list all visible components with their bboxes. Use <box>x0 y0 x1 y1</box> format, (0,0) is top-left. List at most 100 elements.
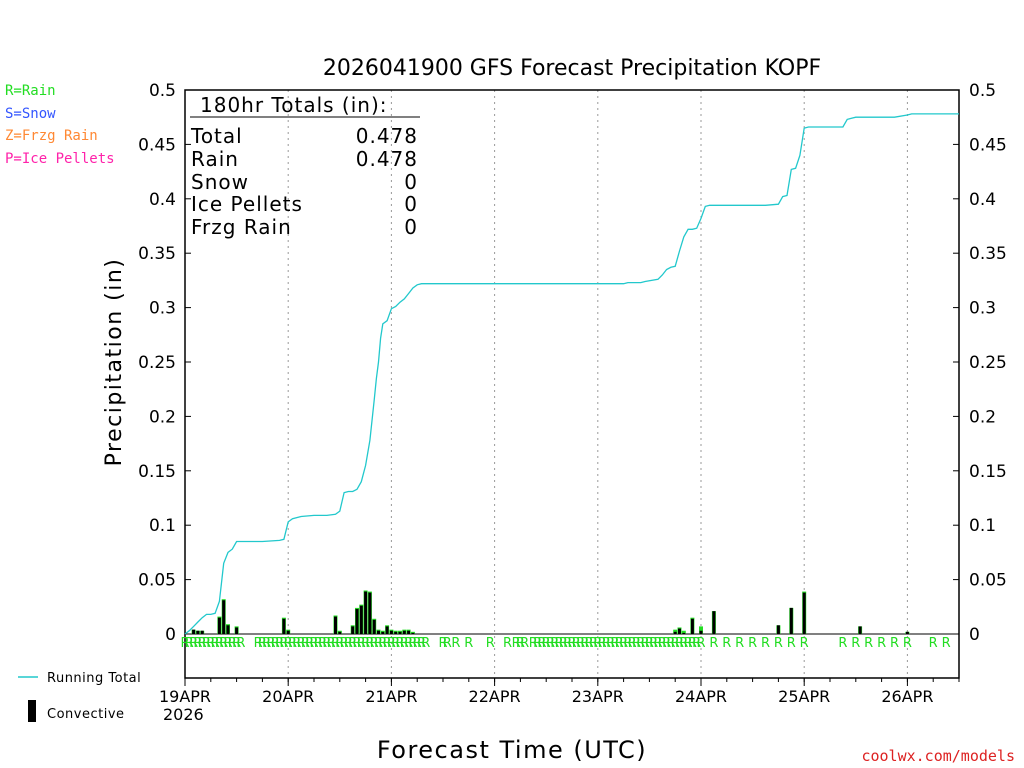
rain-marker: R <box>589 636 598 651</box>
convective-bar <box>678 628 681 634</box>
rain-marker: R <box>438 636 447 651</box>
convective-swatch <box>28 700 36 722</box>
rain-marker: R <box>344 636 353 651</box>
rain-marker: R <box>598 636 607 651</box>
convective-bar <box>381 631 385 634</box>
rain-marker: R <box>378 636 387 651</box>
rain-marker: R <box>774 636 783 651</box>
totals-total-value: 0.478 <box>356 124 418 148</box>
convective-bar <box>905 631 909 634</box>
y-tick-label-right: 0.45 <box>969 135 1007 155</box>
rain-marker: R <box>533 636 542 651</box>
totals-ice-value: 0 <box>404 192 418 216</box>
y-tick-label-right: 0.3 <box>969 299 996 319</box>
y-tick-label-right: 0.1 <box>969 516 996 536</box>
rain-marker: R <box>284 636 293 651</box>
rain-marker: R <box>942 636 951 651</box>
y-tick-label-right: 0.05 <box>969 571 1007 591</box>
rain-marker: R <box>602 636 611 651</box>
rain-marker: R <box>189 636 198 651</box>
rain-marker: R <box>645 636 654 651</box>
rain-marker: R <box>202 636 211 651</box>
rain-marker: R <box>258 636 267 651</box>
rain-marker: R <box>550 636 559 651</box>
convective-bar <box>389 630 393 634</box>
rain-marker: R <box>610 636 619 651</box>
y-tick-label-right: 0.15 <box>969 462 1007 482</box>
convective-bar <box>364 591 368 634</box>
rain-marker: R <box>331 636 340 651</box>
x-tick-label: 22APR <box>469 687 521 706</box>
rain-marker: R <box>929 636 938 651</box>
convective-bar <box>398 631 402 634</box>
rain-marker: R <box>211 636 220 651</box>
legend-frzg-rain: Z=Frzg Rain <box>5 128 98 144</box>
totals-ice-label: Ice Pellets <box>191 192 303 216</box>
rain-marker: R <box>688 636 697 651</box>
rain-marker: R <box>623 636 632 651</box>
y-tick-label-left: 0.1 <box>149 516 176 536</box>
rain-marker: R <box>671 636 680 651</box>
convective-bar <box>411 632 415 634</box>
bottom-legend: Running Total Convective <box>18 671 141 722</box>
rain-marker: R <box>572 636 581 651</box>
totals-frzg-value: 0 <box>404 215 418 239</box>
rain-marker: R <box>309 636 318 651</box>
rain-marker: R <box>318 636 327 651</box>
precip-bars <box>191 590 910 634</box>
chart-title: 2026041900 GFS Forecast Precipitation KO… <box>323 56 821 81</box>
y-tick-label-right: 0.25 <box>969 353 1007 373</box>
rain-marker: R <box>279 636 288 651</box>
convective-bar <box>776 625 780 634</box>
convective-bar <box>338 631 342 634</box>
rain-marker: R <box>890 636 899 651</box>
rain-marker: R <box>800 636 809 651</box>
totals-rain-value: 0.478 <box>356 147 418 171</box>
rain-marker: R <box>361 636 370 651</box>
x-tick-label: 25APR <box>778 687 830 706</box>
running-total-legend-label: Running Total <box>47 671 141 686</box>
rain-marker: R <box>413 636 422 651</box>
credit-text: coolwx.com/models <box>861 747 1015 765</box>
convective-bar <box>192 629 196 634</box>
rain-marker: R <box>864 636 873 651</box>
rain-marker: R <box>735 636 744 651</box>
convective-legend-label: Convective <box>47 707 125 722</box>
rain-marker: R <box>567 636 576 651</box>
legend-rain: R=Rain <box>5 83 56 99</box>
convective-bar <box>407 630 411 634</box>
x-axis-ticks: 19APR 20APR 21APR 22APR 23APR 24APR 25APR 26APR <box>159 678 960 706</box>
y-tick-label-left: 0.25 <box>138 353 176 373</box>
rain-marker: R <box>292 636 301 651</box>
rain-marker: R <box>658 636 667 651</box>
rain-marker: R <box>636 636 645 651</box>
x-tick-label: 23APR <box>572 687 624 706</box>
convective-bar <box>200 630 204 634</box>
rain-marker: R <box>662 636 671 651</box>
rain-marker: R <box>365 636 374 651</box>
convective-bar <box>690 618 694 634</box>
convective-bar <box>858 626 862 634</box>
rain-marker: R <box>851 636 860 651</box>
rain-marker: R <box>288 636 297 651</box>
y-tick-label-left: 0.5 <box>149 81 176 101</box>
rain-marker: R <box>206 636 215 651</box>
legend-ice-pellets: P=Ice Pellets <box>5 151 115 167</box>
rain-marker: R <box>722 636 731 651</box>
convective-bar <box>286 630 290 634</box>
rain-marker: R <box>529 636 538 651</box>
rain-marker: R <box>193 636 202 651</box>
rain-marker: R <box>632 636 641 651</box>
rain-marker: R <box>748 636 757 651</box>
precip-bar <box>699 626 703 634</box>
rain-marker: R <box>486 636 495 651</box>
y-tick-label-left: 0.15 <box>138 462 176 482</box>
rain-marker: R <box>520 636 529 651</box>
totals-total-label: Total <box>190 124 243 148</box>
totals-snow-value: 0 <box>404 170 418 194</box>
totals-frzg-label: Frzg Rain <box>191 215 292 239</box>
rain-marker: R <box>340 636 349 651</box>
x-tick-label: 20APR <box>262 687 314 706</box>
